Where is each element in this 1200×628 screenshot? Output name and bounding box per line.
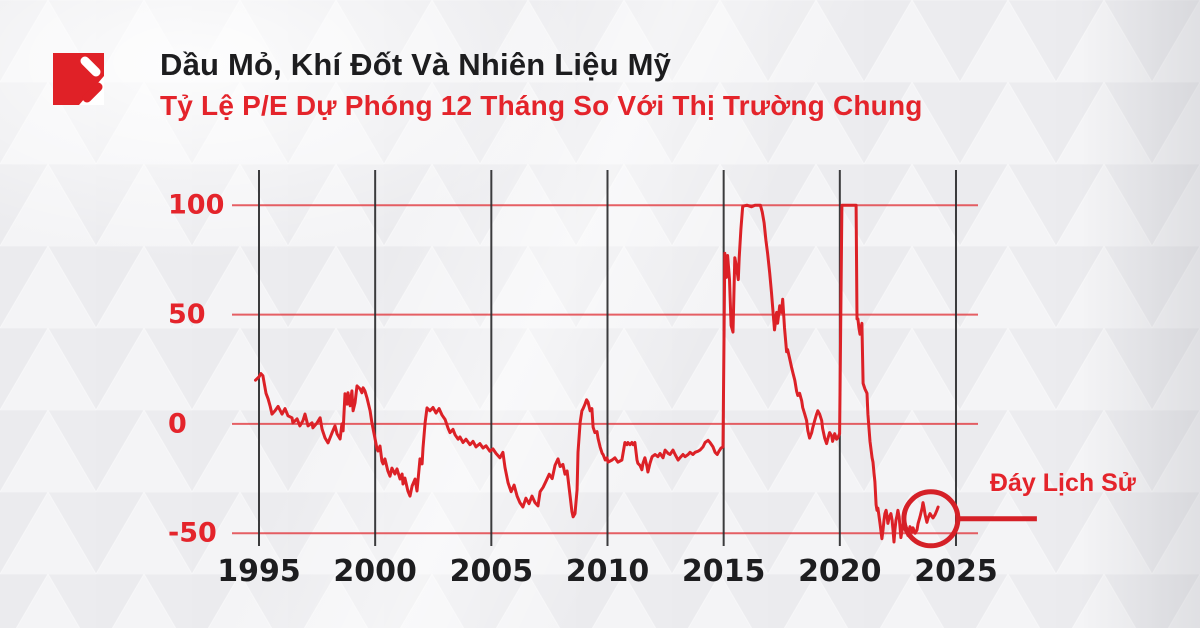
y-axis-label: 100 [168, 190, 224, 221]
y-axis-label: 0 [168, 408, 187, 439]
y-axis-labels: 100 50 0 -50 [168, 190, 224, 549]
x-axis-label: 2025 [914, 554, 998, 589]
chart-subtitle: Tỷ Lệ P/E Dự Phóng 12 Tháng So Với Thị T… [160, 90, 923, 121]
x-axis-label: 2000 [333, 554, 417, 589]
x-gridlines [258, 170, 957, 546]
x-axis-label: 2020 [798, 554, 882, 589]
historic-bottom-annotation: Đáy Lịch Sử [901, 469, 1137, 549]
y-axis-label: 50 [168, 299, 206, 330]
y-axis-label: -50 [168, 518, 217, 549]
chart-title: Dầu Mỏ, Khí Đốt Và Nhiên Liệu Mỹ [160, 47, 672, 82]
header: Dầu Mỏ, Khí Đốt Và Nhiên Liệu Mỹ Tỷ Lệ P… [160, 46, 923, 123]
x-axis-label: 2005 [450, 554, 534, 589]
x-axis-label: 1995 [217, 554, 301, 589]
historic-bottom-label: Đáy Lịch Sử [990, 469, 1137, 497]
pe-line [254, 203, 940, 544]
x-axis-labels: 1995 2000 2005 2010 2015 2020 2025 [217, 554, 997, 589]
pe-series-line [254, 203, 940, 544]
y-gridlines [232, 204, 978, 535]
x-axis-label: 2010 [566, 554, 650, 589]
x-axis-label: 2015 [682, 554, 766, 589]
historic-bottom-circle [901, 489, 961, 549]
brand-logo-icon [53, 53, 104, 105]
